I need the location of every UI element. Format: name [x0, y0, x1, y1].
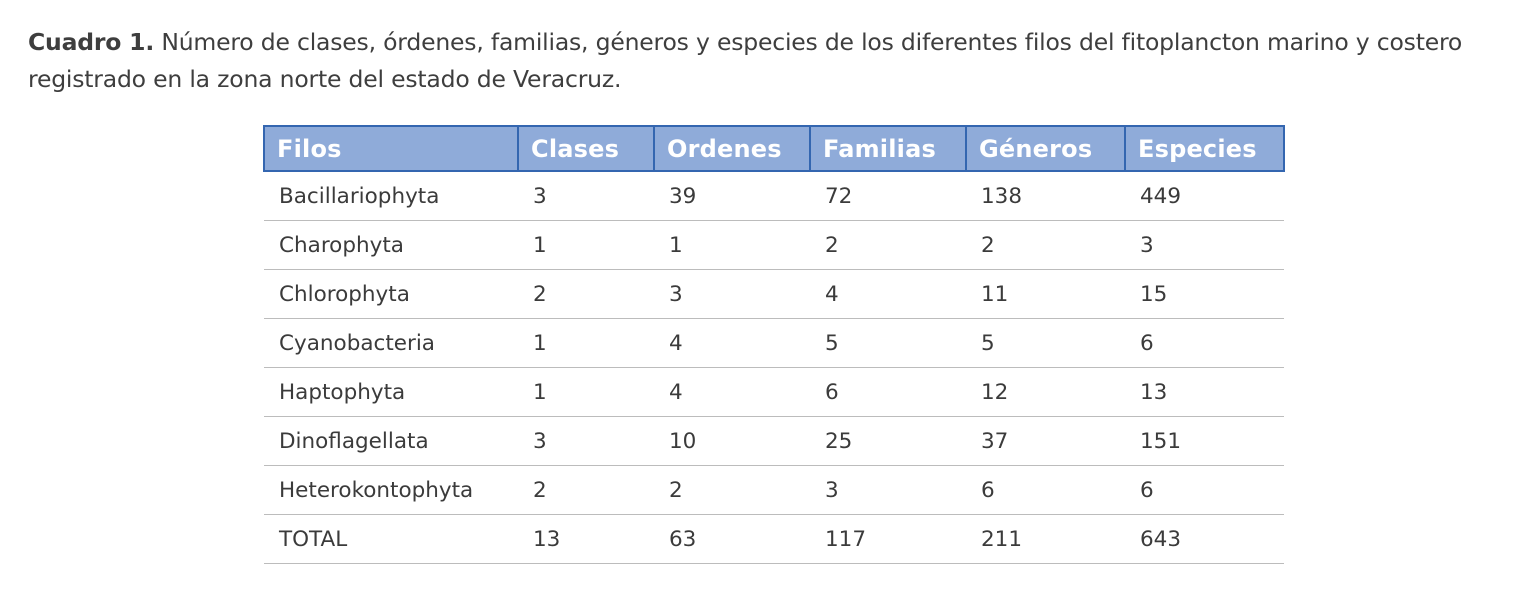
- cell-clases: 3: [518, 416, 654, 466]
- cell-generos: 12: [966, 367, 1125, 417]
- cell-ordenes: 3: [654, 269, 810, 319]
- table-row: Cyanobacteria 1 4 5 5 6: [264, 318, 1284, 368]
- cell-generos: 11: [966, 269, 1125, 319]
- cell-generos: 2: [966, 220, 1125, 270]
- cell-especies: 13: [1125, 367, 1284, 417]
- table-row: Charophyta 1 1 2 2 3: [264, 220, 1284, 270]
- cell-familias: 72: [810, 171, 966, 221]
- table-row: Haptophyta 1 4 6 12 13: [264, 367, 1284, 417]
- cell-clases: 2: [518, 465, 654, 515]
- cell-generos: 5: [966, 318, 1125, 368]
- cell-especies: 151: [1125, 416, 1284, 466]
- caption-text: Número de clases, órdenes, familias, gén…: [28, 28, 1463, 93]
- cell-ordenes: 10: [654, 416, 810, 466]
- cell-filo: Dinoflagellata: [264, 416, 518, 466]
- cell-ordenes: 39: [654, 171, 810, 221]
- cell-clases: 1: [518, 367, 654, 417]
- phytoplankton-table: Filos Clases Ordenes Familias Géneros Es…: [263, 125, 1285, 564]
- cell-filo: Chlorophyta: [264, 269, 518, 319]
- table-header: Filos Clases Ordenes Familias Géneros Es…: [263, 125, 1285, 172]
- header-generos: Géneros: [965, 125, 1126, 172]
- cell-generos: 211: [966, 514, 1125, 564]
- cell-ordenes: 1: [654, 220, 810, 270]
- cell-generos: 37: [966, 416, 1125, 466]
- cell-filo: Haptophyta: [264, 367, 518, 417]
- table-row: Heterokontophyta 2 2 3 6 6: [264, 465, 1284, 515]
- cell-especies: 6: [1125, 465, 1284, 515]
- header-filos: Filos: [263, 125, 519, 172]
- cell-especies: 6: [1125, 318, 1284, 368]
- cell-clases: 1: [518, 220, 654, 270]
- cell-filo: Heterokontophyta: [264, 465, 518, 515]
- cell-familias: 5: [810, 318, 966, 368]
- table-caption: Cuadro 1. Número de clases, órdenes, fam…: [28, 24, 1518, 98]
- cell-especies: 15: [1125, 269, 1284, 319]
- table-row: Bacillariophyta 3 39 72 138 449: [264, 171, 1284, 221]
- caption-lead: Cuadro 1.: [28, 28, 155, 56]
- cell-filo: Cyanobacteria: [264, 318, 518, 368]
- cell-familias: 117: [810, 514, 966, 564]
- cell-ordenes: 63: [654, 514, 810, 564]
- header-familias: Familias: [809, 125, 967, 172]
- cell-generos: 6: [966, 465, 1125, 515]
- cell-familias: 6: [810, 367, 966, 417]
- table-body: Bacillariophyta 3 39 72 138 449 Charophy…: [264, 171, 1284, 564]
- cell-filo: Charophyta: [264, 220, 518, 270]
- cell-clases: 2: [518, 269, 654, 319]
- cell-familias: 3: [810, 465, 966, 515]
- header-especies: Especies: [1124, 125, 1285, 172]
- cell-clases: 13: [518, 514, 654, 564]
- total-row: TOTAL 13 63 117 211 643: [264, 514, 1284, 564]
- cell-clases: 1: [518, 318, 654, 368]
- table-row: Dinoflagellata 3 10 25 37 151: [264, 416, 1284, 466]
- table-row: Chlorophyta 2 3 4 11 15: [264, 269, 1284, 319]
- cell-ordenes: 2: [654, 465, 810, 515]
- cell-familias: 25: [810, 416, 966, 466]
- cell-familias: 2: [810, 220, 966, 270]
- cell-filo: Bacillariophyta: [264, 171, 518, 221]
- cell-familias: 4: [810, 269, 966, 319]
- cell-ordenes: 4: [654, 318, 810, 368]
- cell-generos: 138: [966, 171, 1125, 221]
- cell-ordenes: 4: [654, 367, 810, 417]
- cell-filo: TOTAL: [264, 514, 518, 564]
- header-row: Filos Clases Ordenes Familias Géneros Es…: [263, 125, 1285, 172]
- cell-especies: 449: [1125, 171, 1284, 221]
- cell-clases: 3: [518, 171, 654, 221]
- cell-especies: 643: [1125, 514, 1284, 564]
- header-clases: Clases: [517, 125, 655, 172]
- cell-especies: 3: [1125, 220, 1284, 270]
- header-ordenes: Ordenes: [653, 125, 811, 172]
